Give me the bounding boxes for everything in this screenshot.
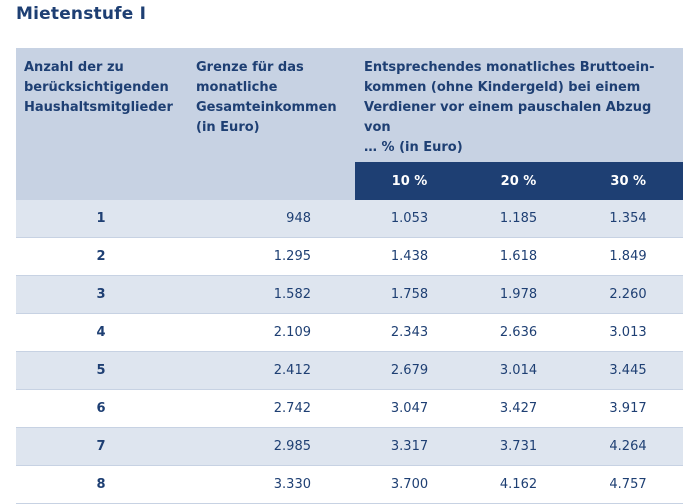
gross-10-cell: 2.679 xyxy=(355,351,464,390)
income-limits-table: Anzahl der zu berücksichtigenden Haushal… xyxy=(16,48,684,504)
gross-20-cell: 1.185 xyxy=(464,200,573,238)
members-cell: 6 xyxy=(16,389,186,428)
members-cell: 4 xyxy=(16,313,186,352)
limit-cell: 3.330 xyxy=(186,465,355,504)
header-pct-30: 30 % xyxy=(572,162,684,200)
limit-cell: 2.985 xyxy=(186,427,355,466)
table-body: 1 948 1.053 1.185 1.354 2 1.295 1.438 1.618 1.849… xyxy=(16,200,684,504)
gross-20-cell: 3.731 xyxy=(464,427,573,466)
table-row: 5 2.412 2.679 3.014 3.445 xyxy=(16,351,684,390)
members-cell: 8 xyxy=(16,465,186,504)
members-cell: 1 xyxy=(16,200,186,238)
gross-30-cell: 2.260 xyxy=(573,275,684,314)
limit-cell: 1.582 xyxy=(186,275,355,314)
gross-20-cell: 3.014 xyxy=(464,351,573,390)
members-cell: 5 xyxy=(16,351,186,390)
gross-10-cell: 1.053 xyxy=(355,200,464,238)
gross-20-cell: 3.427 xyxy=(464,389,573,428)
limit-cell: 2.109 xyxy=(186,313,355,352)
table-row: 1 948 1.053 1.185 1.354 xyxy=(16,200,684,238)
table-row: 4 2.109 2.343 2.636 3.013 xyxy=(16,313,684,352)
gross-30-cell: 1.849 xyxy=(573,237,684,276)
members-cell: 2 xyxy=(16,237,186,276)
table-row: 3 1.582 1.758 1.978 2.260 xyxy=(16,275,684,314)
gross-20-cell: 2.636 xyxy=(464,313,573,352)
header-pct-10: 10 % xyxy=(354,162,464,200)
gross-20-cell: 1.978 xyxy=(464,275,573,314)
gross-10-cell: 3.317 xyxy=(355,427,464,466)
limit-cell: 1.295 xyxy=(186,237,355,276)
gross-30-cell: 4.264 xyxy=(573,427,684,466)
header-household-members: Anzahl der zu berücksichtigenden Haushal… xyxy=(16,48,186,200)
header-income-limit: Grenze für das monatliche Gesamteinkomme… xyxy=(186,48,355,200)
limit-cell: 948 xyxy=(186,200,355,238)
income-limits-table-container: Anzahl der zu berücksichtigenden Haushal… xyxy=(16,48,684,504)
table-row: 8 3.330 3.700 4.162 4.757 xyxy=(16,465,684,504)
gross-30-cell: 3.917 xyxy=(573,389,684,428)
members-cell: 7 xyxy=(16,427,186,466)
gross-10-cell: 1.758 xyxy=(355,275,464,314)
gross-10-cell: 3.700 xyxy=(355,465,464,504)
gross-10-cell: 2.343 xyxy=(355,313,464,352)
header-gross-income: Entsprechendes monatliches Bruttoein- ko… xyxy=(355,48,684,162)
gross-30-cell: 4.757 xyxy=(573,465,684,504)
limit-cell: 2.742 xyxy=(186,389,355,428)
header-pct-20: 20 % xyxy=(463,162,573,200)
gross-30-cell: 3.013 xyxy=(573,313,684,352)
limit-cell: 2.412 xyxy=(186,351,355,390)
gross-30-cell: 1.354 xyxy=(573,200,684,238)
page-title: Mietenstufe I xyxy=(16,4,147,24)
gross-10-cell: 1.438 xyxy=(355,237,464,276)
table-row: 2 1.295 1.438 1.618 1.849 xyxy=(16,237,684,276)
table-row: 7 2.985 3.317 3.731 4.264 xyxy=(16,427,684,466)
table-row: 6 2.742 3.047 3.427 3.917 xyxy=(16,389,684,428)
gross-20-cell: 4.162 xyxy=(464,465,573,504)
gross-20-cell: 1.618 xyxy=(464,237,573,276)
members-cell: 3 xyxy=(16,275,186,314)
gross-30-cell: 3.445 xyxy=(573,351,684,390)
gross-10-cell: 3.047 xyxy=(355,389,464,428)
